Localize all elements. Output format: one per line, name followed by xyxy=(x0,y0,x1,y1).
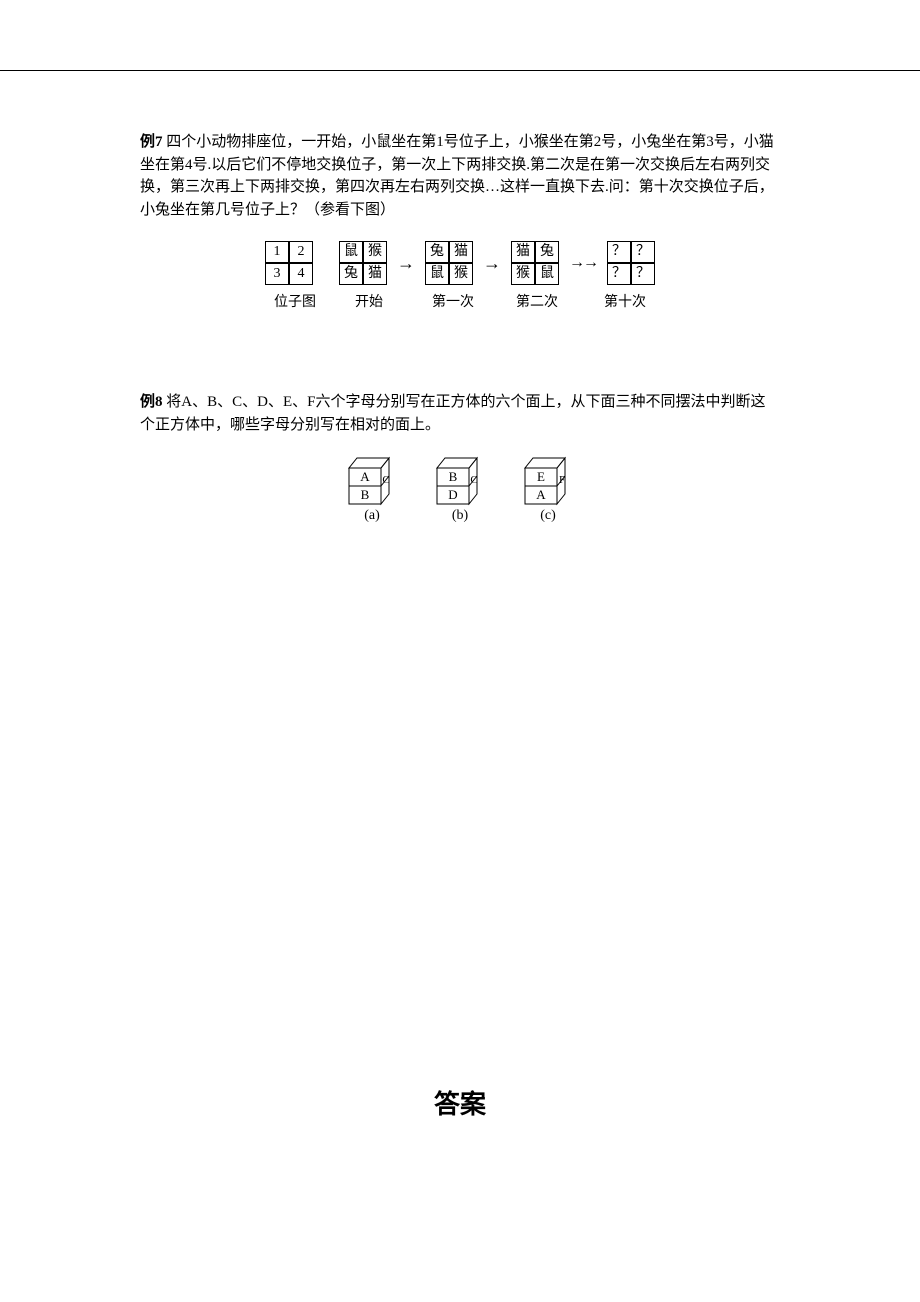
arrow-icon: → xyxy=(481,253,503,274)
arrow-icon: → xyxy=(395,253,417,274)
grid-label: 位子图 xyxy=(271,291,319,311)
cell: 鼠 xyxy=(535,263,559,285)
grid-positions: 1 2 3 4 xyxy=(265,241,313,285)
problem-8-label: 例8 xyxy=(140,394,163,410)
cell: 猫 xyxy=(511,241,535,263)
cell: 兔 xyxy=(339,263,363,285)
cube-front-letter: D xyxy=(448,487,457,502)
cube-top-letter: A xyxy=(360,469,370,484)
dashed-arrow-icon: →→ xyxy=(567,254,599,272)
grid-label: 开始 xyxy=(345,291,393,311)
cube-icon: A B C xyxy=(343,456,401,506)
cell: 鼠 xyxy=(339,241,363,263)
cell: 1 xyxy=(265,241,289,263)
grid-label: 第一次 xyxy=(429,291,477,311)
problem-8-body: 将A、B、C、D、E、F六个字母分别写在正方体的六个面上，从下面三种不同摆法中判… xyxy=(140,394,765,433)
grid-start: 鼠 猴 兔 猫 xyxy=(339,241,387,285)
grid-tenth: ？ ？ ？ ？ xyxy=(607,241,655,285)
problem-7-labels: 位子图 开始 第一次 第二次 第十次 xyxy=(140,291,780,311)
problem-7-label: 例7 xyxy=(140,134,163,150)
grid-label: 第二次 xyxy=(513,291,561,311)
cell: 4 xyxy=(289,263,313,285)
cube-b: B D C (b) xyxy=(431,456,489,524)
cube-label: (a) xyxy=(364,508,380,524)
page-content: 例7 四个小动物排座位，一开始，小鼠坐在第1号位子上，小猴坐在第2号，小兔坐在第… xyxy=(0,70,920,1181)
cube-label: (c) xyxy=(540,508,556,524)
cube-side-letter: C xyxy=(470,474,477,486)
grid-first: 兔 猫 鼠 猴 xyxy=(425,241,473,285)
cube-front-letter: A xyxy=(536,487,546,502)
cell: ？ xyxy=(607,263,631,285)
problem-7-text: 例7 四个小动物排座位，一开始，小鼠坐在第1号位子上，小猴坐在第2号，小兔坐在第… xyxy=(140,131,780,221)
grid-label: 第十次 xyxy=(601,291,649,311)
cell: 猫 xyxy=(449,241,473,263)
spacer xyxy=(569,291,593,311)
problem-8-text: 例8 将A、B、C、D、E、F六个字母分别写在正方体的六个面上，从下面三种不同摆… xyxy=(140,391,780,436)
cell: 猴 xyxy=(449,263,473,285)
cell: 猴 xyxy=(511,263,535,285)
problem-7: 例7 四个小动物排座位，一开始，小鼠坐在第1号位子上，小猴坐在第2号，小兔坐在第… xyxy=(140,131,780,311)
problem-8-cubes: A B C (a) B D C (b) xyxy=(140,456,780,524)
cell: ？ xyxy=(631,263,655,285)
cell: 猫 xyxy=(363,263,387,285)
cube-c: E A F (c) xyxy=(519,456,577,524)
cell: 鼠 xyxy=(425,263,449,285)
cell: ？ xyxy=(607,241,631,263)
cube-icon: B D C xyxy=(431,456,489,506)
problem-7-diagram: 1 2 3 4 鼠 猴 兔 猫 → 兔 猫 鼠 猴 → xyxy=(140,241,780,285)
cell: ？ xyxy=(631,241,655,263)
cube-icon: E A F xyxy=(519,456,577,506)
spacer xyxy=(401,291,421,311)
cube-side-letter: F xyxy=(559,474,565,486)
cube-front-letter: B xyxy=(361,487,370,502)
answer-heading: 答案 xyxy=(140,1084,780,1121)
cell: 3 xyxy=(265,263,289,285)
cube-top-letter: E xyxy=(537,469,545,484)
spacer xyxy=(485,291,505,311)
cell: 兔 xyxy=(535,241,559,263)
problem-7-body: 四个小动物排座位，一开始，小鼠坐在第1号位子上，小猴坐在第2号，小兔坐在第3号，… xyxy=(140,134,774,218)
cube-a: A B C (a) xyxy=(343,456,401,524)
cell: 兔 xyxy=(425,241,449,263)
problem-8: 例8 将A、B、C、D、E、F六个字母分别写在正方体的六个面上，从下面三种不同摆… xyxy=(140,391,780,524)
spacer xyxy=(327,291,337,311)
grid-second: 猫 兔 猴 鼠 xyxy=(511,241,559,285)
cell: 2 xyxy=(289,241,313,263)
cube-label: (b) xyxy=(452,508,468,524)
cube-side-letter: C xyxy=(382,474,389,486)
cube-top-letter: B xyxy=(449,469,458,484)
cell: 猴 xyxy=(363,241,387,263)
